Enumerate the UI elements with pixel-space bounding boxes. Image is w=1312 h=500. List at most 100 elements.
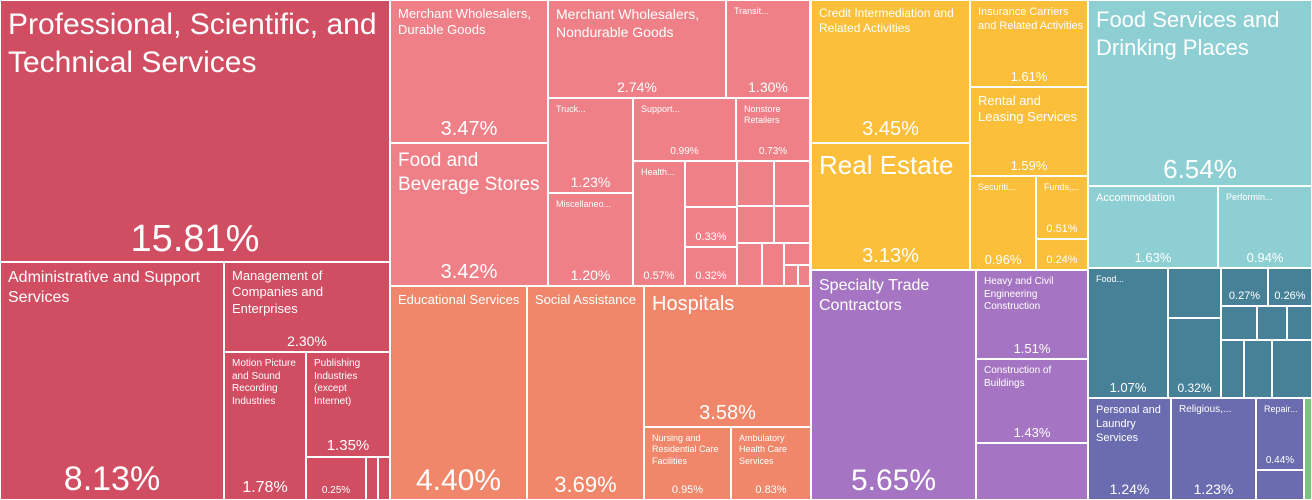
tile-label: Rental and Leasing Services — [978, 93, 1077, 125]
tile: Miscellaneo... 1.20% — [548, 193, 633, 286]
tile: Hospitals 3.58% — [644, 286, 811, 427]
tile-label: Credit Intermediation and Related Activi… — [819, 6, 954, 35]
tile: Social Assistance 3.69% — [527, 286, 644, 500]
tile-value: 3.69% — [554, 472, 617, 497]
tile-label: Publishing Industries (except Internet) — [314, 358, 361, 407]
tile: Food... 1.07% — [1088, 268, 1168, 398]
tile: Merchant Wholesalers, Durable Goods 3.47% — [390, 0, 548, 143]
tile-value: 1.78% — [242, 479, 288, 496]
tile-value: 15.81% — [130, 218, 260, 260]
tile-label: Insurance Carriers and Related Activitie… — [978, 6, 1084, 32]
tile-value: 0.73% — [758, 146, 788, 157]
tile: Merchant Wholesalers, Nondurable Goods 2.… — [548, 0, 726, 98]
tile-value: 1.30% — [748, 79, 788, 95]
tile-value: 0.57% — [643, 270, 675, 282]
tile-label: Performin... — [1226, 192, 1273, 202]
tile: Religious,... 1.23% — [1171, 398, 1256, 500]
tile: Support... 0.99% — [633, 98, 736, 161]
tile: Professional, Scientific, and Technical … — [0, 0, 390, 262]
tile — [737, 161, 774, 206]
tile-value: 1.23% — [1193, 481, 1234, 497]
tile-value: 3.42% — [440, 261, 498, 283]
tile-value: 0.32% — [695, 270, 727, 282]
tile: 0.32% — [1168, 318, 1221, 398]
tile — [1304, 398, 1312, 500]
tile: 0.33% — [685, 207, 737, 247]
tile-value: 1.20% — [570, 267, 611, 283]
tile-label: Support... — [641, 104, 681, 114]
tile: 0.24% — [1036, 239, 1088, 270]
tile-label: Accommodation — [1096, 192, 1175, 204]
tile-value: 3.45% — [862, 118, 919, 140]
tile: Publishing Industries (except Internet) 1… — [306, 352, 390, 457]
tile — [774, 161, 810, 206]
tile-value: 0.51% — [1046, 223, 1078, 235]
tile-value: 1.63% — [1134, 250, 1172, 265]
tile-value: 0.24% — [1046, 254, 1078, 266]
tile-value: 0.25% — [321, 485, 351, 496]
tile-label: Securiti... — [978, 182, 1016, 192]
tile — [1256, 470, 1304, 500]
tile-value: 0.26% — [1274, 290, 1306, 302]
tile-value: 0.33% — [695, 231, 727, 243]
tile — [685, 161, 737, 207]
tile — [976, 443, 1088, 500]
tile: Nursing and Residential Care Facilities 0… — [644, 427, 731, 500]
tile: Credit Intermediation and Related Activi… — [811, 0, 970, 143]
tile: Educational Services 4.40% — [390, 286, 527, 500]
tile-value: 0.99% — [670, 146, 699, 157]
tile-label: Hospitals — [652, 293, 735, 315]
tile-value: 0.96% — [984, 252, 1022, 267]
tile — [366, 457, 378, 500]
tile-label: Personal and Laundry Services — [1096, 404, 1161, 444]
tile-value: 1.35% — [326, 437, 370, 454]
tile-label: Construction of Buildings — [984, 365, 1052, 389]
tile-value: 4.40% — [415, 464, 502, 497]
tile-value: 1.23% — [570, 174, 611, 190]
tile: Performin... 0.94% — [1218, 186, 1312, 268]
tile-value: 2.30% — [287, 333, 327, 349]
tile-label: Ambulatory Health Care Services — [739, 433, 788, 466]
tile-value: 3.13% — [862, 245, 919, 267]
tile-label: Motion Picture and Sound Recording Indus… — [232, 358, 296, 407]
tile-label: Food... — [1096, 274, 1125, 284]
tile-label: Truck... — [556, 104, 586, 114]
tile-value: 1.61% — [1010, 69, 1048, 84]
tile-value: 1.51% — [1013, 341, 1051, 356]
tile — [737, 243, 762, 286]
tile-value: 1.43% — [1013, 425, 1051, 440]
tile: Food and Beverage Stores 3.42% — [390, 143, 548, 286]
tile-value: 0.95% — [671, 484, 704, 496]
tile — [1221, 306, 1257, 340]
tile-value: 0.83% — [755, 484, 787, 496]
tile-label: Management of Companies and Enterprises — [232, 268, 324, 316]
tile-label: Food Services and Drinking Places — [1096, 7, 1280, 60]
tile: Rental and Leasing Services 1.59% — [970, 87, 1088, 176]
tile-label: Health... — [641, 167, 675, 177]
tile-value: 6.54% — [1163, 154, 1237, 184]
tile: Repair... 0.44% — [1256, 398, 1304, 470]
tile-label: Specialty Trade Contractors — [819, 277, 930, 314]
tile-label: Nonstore Retailers — [744, 104, 781, 126]
tile: Securiti... 0.96% — [970, 176, 1036, 270]
tile — [774, 206, 810, 243]
tile-label: Heavy and Civil Engineering Construction — [984, 276, 1054, 312]
tile-label: Funds,... — [1044, 182, 1080, 192]
tile — [784, 243, 810, 265]
tile-value: 0.94% — [1246, 250, 1284, 265]
tile-value: 5.65% — [850, 464, 937, 497]
tile-value: 3.58% — [699, 402, 756, 424]
tile — [1244, 340, 1272, 398]
tile — [1287, 306, 1312, 340]
tile-label: Miscellaneo... — [556, 199, 612, 209]
tile: Heavy and Civil Engineering Construction… — [976, 270, 1088, 359]
tile — [1221, 340, 1244, 398]
tile: Funds,... 0.51% — [1036, 176, 1088, 239]
tile: Management of Companies and Enterprises 2… — [224, 262, 390, 352]
tile: Administrative and Support Services 8.13% — [0, 262, 224, 500]
tile-label: Educational Services — [398, 292, 520, 307]
tile — [762, 243, 784, 286]
tile: Accommodation 1.63% — [1088, 186, 1218, 268]
tile: Specialty Trade Contractors 5.65% — [811, 270, 976, 500]
